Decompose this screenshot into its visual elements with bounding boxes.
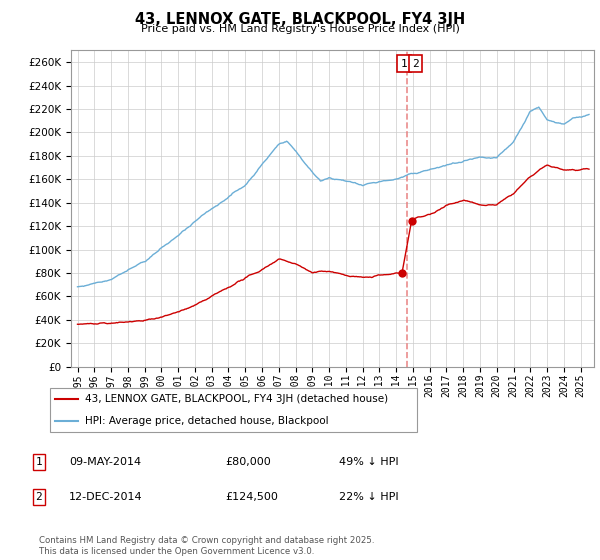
Text: 49% ↓ HPI: 49% ↓ HPI	[339, 457, 398, 467]
Text: Contains HM Land Registry data © Crown copyright and database right 2025.
This d: Contains HM Land Registry data © Crown c…	[39, 536, 374, 556]
Text: 22% ↓ HPI: 22% ↓ HPI	[339, 492, 398, 502]
Text: HPI: Average price, detached house, Blackpool: HPI: Average price, detached house, Blac…	[85, 416, 329, 426]
FancyBboxPatch shape	[50, 388, 418, 432]
Text: £80,000: £80,000	[225, 457, 271, 467]
Text: 12-DEC-2014: 12-DEC-2014	[69, 492, 143, 502]
Text: 2: 2	[35, 492, 43, 502]
Text: 2: 2	[412, 59, 419, 69]
Text: 1: 1	[35, 457, 43, 467]
Text: 43, LENNOX GATE, BLACKPOOL, FY4 3JH: 43, LENNOX GATE, BLACKPOOL, FY4 3JH	[135, 12, 465, 27]
Text: £124,500: £124,500	[225, 492, 278, 502]
Text: Price paid vs. HM Land Registry's House Price Index (HPI): Price paid vs. HM Land Registry's House …	[140, 24, 460, 34]
Text: 1: 1	[401, 59, 407, 69]
Text: 09-MAY-2014: 09-MAY-2014	[69, 457, 141, 467]
Text: 43, LENNOX GATE, BLACKPOOL, FY4 3JH (detached house): 43, LENNOX GATE, BLACKPOOL, FY4 3JH (det…	[85, 394, 388, 404]
